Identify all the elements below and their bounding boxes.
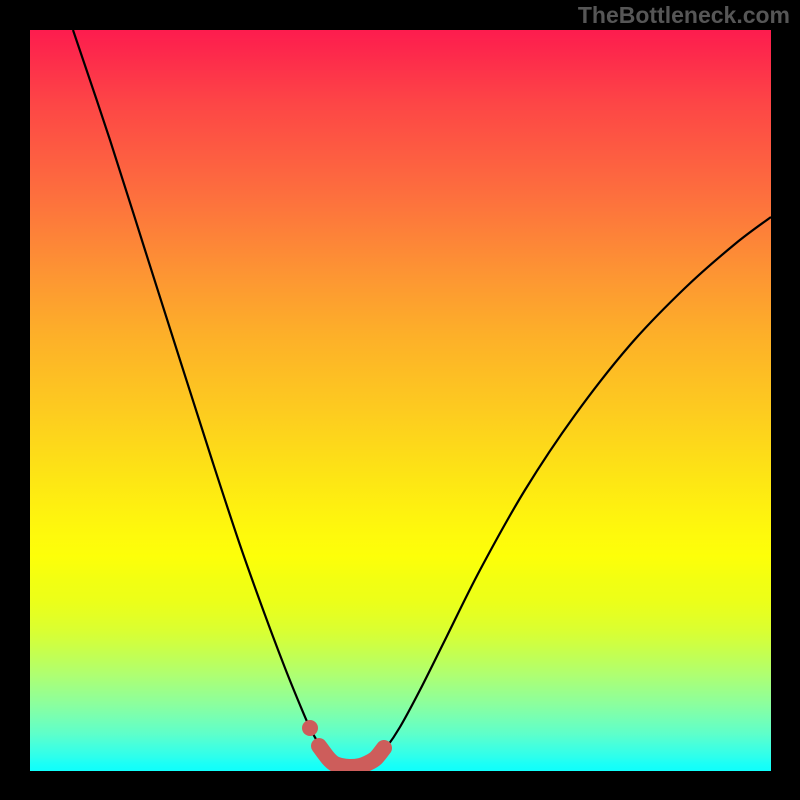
watermark-text: TheBottleneck.com [578,2,790,29]
bottom-frame-border [0,771,800,800]
chart-frame: TheBottleneck.com [0,0,800,800]
marker-dot [302,720,318,736]
bottleneck-curve [73,30,771,767]
marker-u-overlay [319,746,384,767]
curve-layer [30,30,771,771]
right-frame-border [771,0,800,800]
